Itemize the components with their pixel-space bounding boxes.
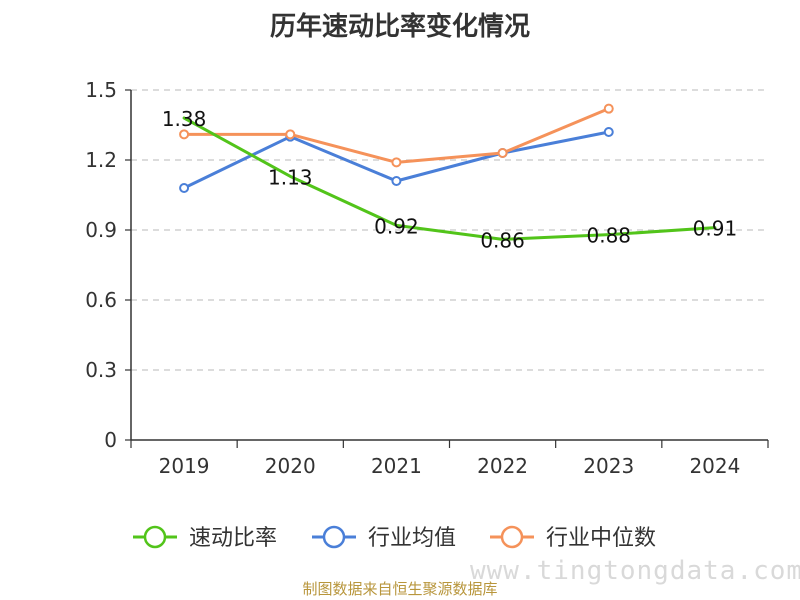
source-note: 制图数据来自恒生聚源数据库 — [302, 580, 498, 598]
x-tick-label: 2021 — [371, 454, 422, 478]
legend-swatch-marker — [500, 525, 524, 549]
y-tick-label: 0.3 — [85, 358, 117, 382]
x-tick-label: 2020 — [265, 454, 316, 478]
data-label: 0.88 — [586, 224, 631, 248]
data-point — [285, 129, 296, 140]
y-tick-label: 1.2 — [85, 148, 117, 172]
data-point — [391, 176, 402, 186]
y-tick-label: 1.5 — [85, 78, 117, 102]
legend-label: 行业中位数 — [546, 526, 656, 551]
y-tick-label: 0.9 — [85, 218, 117, 242]
x-tick-label: 2022 — [477, 454, 528, 478]
legend-label: 行业均值 — [368, 526, 456, 551]
x-tick-label: 2019 — [159, 454, 210, 478]
data-label: 0.86 — [480, 228, 525, 252]
chart-title: 历年速动比率变化情况 — [269, 12, 530, 42]
legend-swatch-marker — [322, 525, 346, 549]
data-point — [603, 127, 614, 137]
y-tick-label: 0.6 — [85, 288, 117, 312]
watermark: www.tingtongdata.com — [470, 556, 800, 586]
x-tick-label: 2024 — [689, 454, 740, 478]
legend-label: 速动比率 — [189, 526, 277, 551]
data-point — [391, 157, 402, 168]
series-line — [182, 116, 717, 241]
data-label: 1.38 — [162, 107, 207, 131]
data-point — [179, 129, 190, 140]
data-point — [179, 183, 190, 193]
legend-swatch-marker — [143, 525, 167, 549]
data-label: 0.92 — [374, 214, 419, 238]
x-tick-label: 2023 — [583, 454, 634, 478]
data-label: 1.13 — [268, 165, 313, 189]
y-tick-label: 0 — [104, 428, 117, 452]
data-label: 0.91 — [693, 217, 738, 241]
data-point — [497, 148, 508, 158]
data-point — [603, 103, 614, 114]
